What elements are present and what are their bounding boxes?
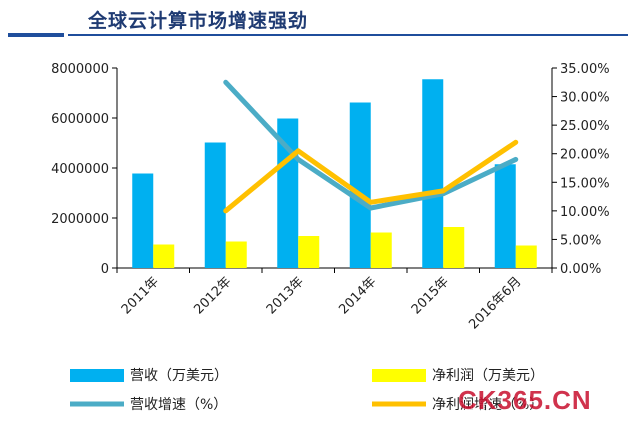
right-tick-label: 10.00% [560, 205, 610, 220]
bar-net-profit [153, 244, 175, 268]
title-bar: 全球云计算市场增速强劲 [0, 0, 640, 40]
left-tick-label: 0 [101, 262, 109, 277]
x-category-label: 2013年 [264, 274, 307, 317]
legend-label: 营收增速（%） [130, 397, 227, 413]
watermark-logo: CK365.CN [458, 385, 592, 415]
line-series [223, 79, 519, 214]
bar-revenue [494, 164, 516, 268]
line-net-profit-growth [223, 139, 519, 214]
left-tick-label: 4000000 [51, 162, 109, 177]
right-tick-label: 15.00% [560, 176, 610, 191]
right-tick-label: 20.00% [560, 148, 610, 163]
x-category-label: 2015年 [409, 274, 452, 317]
bar-revenue [349, 102, 371, 268]
bar-net-profit [298, 236, 320, 268]
bar-net-profit [515, 245, 537, 268]
title-accent-bar [8, 33, 64, 37]
line-revenue-growth [223, 79, 519, 211]
legend-label: 净利润增速（%） [432, 397, 543, 413]
bar-net-profit [370, 232, 392, 268]
title-underline [68, 34, 628, 36]
bar-net-profit [225, 241, 247, 268]
legend-swatch [372, 369, 426, 382]
x-category-label: 2011年 [119, 274, 162, 317]
left-tick-label: 8000000 [51, 62, 109, 77]
right-tick-label: 5.00% [560, 233, 601, 248]
legend-label: 营收（万美元） [130, 368, 228, 384]
bar-revenue [132, 173, 154, 268]
left-tick-label: 6000000 [51, 112, 109, 127]
chart-axes: 0 2000000 4000000 6000000 8000000 0.00% 5.00% 1… [51, 62, 609, 277]
x-category-label: 2016年6月 [466, 274, 524, 332]
right-tick-label: 30.00% [560, 91, 610, 106]
right-tick-label: 0.00% [560, 262, 601, 277]
x-category-label: 2014年 [336, 274, 379, 317]
bar-revenue [422, 79, 444, 268]
right-tick-label: 35.00% [560, 62, 610, 77]
category-labels: 2011年 2012年 2013年 2014年 2015年 2016年6月 [119, 274, 525, 332]
bar-series [132, 79, 537, 268]
bar-revenue [204, 142, 226, 268]
bar-net-profit [443, 227, 465, 268]
legend-swatch [70, 369, 124, 382]
x-category-label: 2012年 [191, 274, 234, 317]
chart-legend: 营收（万美元） 净利润（万美元） 营收增速（%） 净利润增速（%） [70, 368, 544, 413]
page-title: 全球云计算市场增速强劲 [88, 10, 309, 32]
left-tick-label: 2000000 [51, 212, 109, 227]
legend-label: 净利润（万美元） [432, 368, 544, 384]
right-tick-label: 25.00% [560, 119, 610, 134]
